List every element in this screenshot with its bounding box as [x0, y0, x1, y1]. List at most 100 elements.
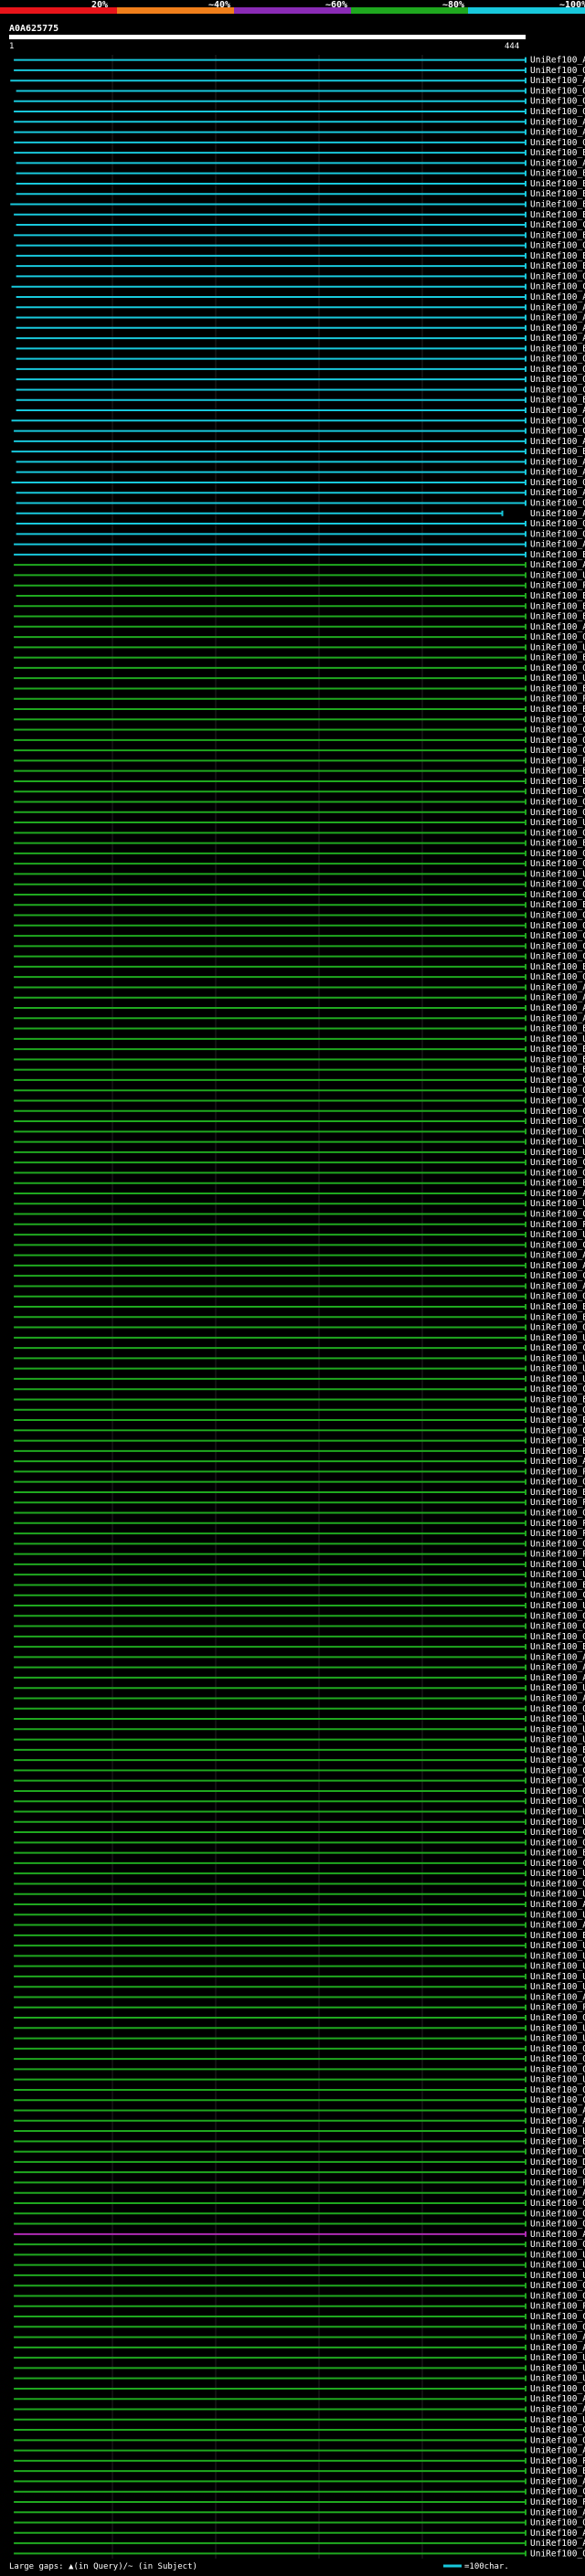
hit-label[interactable]: UniRef100_UP1000... — [530, 2126, 585, 2136]
hit-label[interactable]: UniRef100_A6NE09 — [530, 1652, 585, 1662]
hit-label[interactable]: UniRef100_Q5ZX08 — [530, 1127, 585, 1137]
hit-label[interactable]: UniRef100_C4JYP8 — [530, 1240, 585, 1250]
hit-label[interactable]: UniRef100_B2CY77 — [530, 1394, 585, 1405]
hit-label[interactable]: UniRef100_UP1000... — [530, 1714, 585, 1724]
hit-label[interactable]: UniRef100_Q3R318 — [530, 2147, 585, 2157]
hit-label[interactable]: UniRef100_C1G3U2 — [530, 931, 585, 941]
hit-label[interactable]: UniRef100_UP1000... — [530, 642, 585, 652]
hit-label[interactable]: UniRef100_Q2L9X0 — [530, 1539, 585, 1549]
hit-label[interactable]: UniRef100_B4J658 — [530, 1312, 585, 1322]
hit-label[interactable]: UniRef100_C5FD74 — [530, 1271, 585, 1281]
hit-label[interactable]: UniRef100_Q6G2U6 — [530, 1509, 585, 1519]
hit-label[interactable]: UniRef100_UP1000... — [530, 1818, 585, 1828]
hit-label[interactable]: UniRef100_A9TDH1 — [530, 457, 585, 467]
hit-label[interactable]: UniRef100_Q72327 — [530, 880, 585, 890]
hit-label[interactable]: UniRef100_B3RPX6 — [530, 591, 585, 601]
hit-label[interactable]: UniRef100_Q4Q263 — [530, 2220, 585, 2230]
hit-label[interactable]: UniRef100_P14206 — [530, 1498, 585, 1508]
hit-label[interactable]: UniRef100_A2XMR6 — [530, 117, 585, 127]
hit-label[interactable]: UniRef100_B9R7N2 — [530, 396, 585, 406]
hit-label[interactable]: UniRef100_A3AIV8 — [530, 2230, 585, 2240]
hit-label[interactable]: UniRef100_A6ZSS6 — [530, 2539, 585, 2549]
hit-label[interactable]: UniRef100_B2Y1O3 — [530, 777, 585, 787]
hit-label[interactable]: UniRef100_Q6P5W0 — [530, 2044, 585, 2054]
hit-label[interactable]: UniRef100_UP1000... — [530, 2363, 585, 2373]
hit-label[interactable]: UniRef100_A8PZY0 — [530, 1900, 585, 1910]
hit-label[interactable]: UniRef100_UP1000... — [530, 1148, 585, 1158]
hit-label[interactable]: UniRef100_A9S925 — [530, 437, 585, 447]
hit-label[interactable]: UniRef100_A8QGM9 — [530, 1992, 585, 2002]
hit-label[interactable]: UniRef100_Q9VY54 — [530, 911, 585, 921]
hit-label[interactable]: UniRef100_Q8G3F6 — [530, 808, 585, 818]
hit-label[interactable]: UniRef100_B4G1D4 — [530, 148, 585, 158]
hit-label[interactable]: UniRef100_A8SS51 — [530, 2189, 585, 2199]
hit-label[interactable]: UniRef100_A9NV56 — [530, 323, 585, 334]
hit-label[interactable]: UniRef100_UP1000... — [530, 1982, 585, 1992]
hit-label[interactable]: UniRef100_C7ZG08 — [530, 1076, 585, 1086]
hit-label[interactable]: UniRef100_B7F1D3 — [530, 199, 585, 209]
hit-label[interactable]: UniRef100_Q4Z694 — [530, 1632, 585, 1642]
hit-label[interactable]: UniRef100_Q8G2H8 — [530, 1405, 585, 1415]
hit-label[interactable]: UniRef100_B9K1U7 — [530, 1415, 585, 1426]
hit-label[interactable]: UniRef100_Q4CQU0 — [530, 2209, 585, 2219]
hit-label[interactable]: UniRef100_C3UXH4 — [530, 1765, 585, 1776]
hit-label[interactable]: UniRef100_UP1000... — [530, 1972, 585, 1982]
hit-label[interactable]: UniRef100_B6G3G2 — [530, 1488, 585, 1498]
hit-label[interactable]: UniRef100_C4R1G0 — [530, 715, 585, 725]
hit-label[interactable]: UniRef100_UP1000... — [530, 2271, 585, 2281]
hit-label[interactable]: UniRef100_A9P801 — [530, 406, 585, 416]
hit-label[interactable]: UniRef100_Q0CQF6 — [530, 972, 585, 982]
hit-label[interactable]: UniRef100_UP1000... — [530, 1570, 585, 1580]
hit-label[interactable]: UniRef100_C5KLP3 — [530, 1828, 585, 1838]
hit-label[interactable]: UniRef100_Q7SC09 — [530, 2518, 585, 2528]
hit-label[interactable]: UniRef100_A4I5J9 — [530, 2507, 585, 2518]
hit-label[interactable]: UniRef100_Q6CJ04 — [530, 1292, 585, 1302]
hit-label[interactable]: UniRef100_UP1000... — [530, 570, 585, 580]
hit-label[interactable]: UniRef100_UP1000... — [530, 673, 585, 684]
hit-label[interactable]: UniRef100_UP1000... — [530, 2415, 585, 2425]
hit-label[interactable]: UniRef100_UP1000... — [530, 1683, 585, 1693]
hit-label[interactable]: UniRef100_B6TIC4 — [530, 251, 585, 261]
hit-label[interactable]: UniRef100_Q3ZM03 — [530, 828, 585, 838]
hit-label[interactable]: UniRef100_P38983 — [530, 1467, 585, 1477]
hit-label[interactable]: UniRef100_UP1000... — [530, 2261, 585, 2271]
hit-label[interactable]: UniRef100_B3L230 — [530, 1065, 585, 1076]
hit-label[interactable]: UniRef100_B1YMR2 — [530, 550, 585, 560]
hit-label[interactable]: UniRef100_A5KE24 — [530, 993, 585, 1003]
hit-label[interactable]: UniRef100_Q1QQU9 — [530, 97, 585, 107]
hit-label[interactable]: UniRef100_Q7RBT0 — [530, 1611, 585, 1621]
hit-label[interactable]: UniRef100_A0U9A2 — [530, 2106, 585, 2116]
hit-label[interactable]: UniRef100_B8FVP1 — [530, 1044, 585, 1055]
hit-label[interactable]: UniRef100_Q4P506 — [530, 1323, 585, 1333]
hit-label[interactable]: UniRef100_P26452 — [530, 1550, 585, 1560]
hit-label[interactable]: UniRef100_B5FXT6 — [530, 1447, 585, 1457]
hit-label[interactable]: UniRef100_UP1000... — [530, 1333, 585, 1343]
hit-label[interactable]: UniRef100_Q2V4D3 — [530, 271, 585, 281]
hit-label[interactable]: UniRef100_B8K6D3 — [530, 2466, 585, 2476]
hit-label[interactable]: UniRef100_P38979 — [530, 756, 585, 766]
hit-label[interactable]: UniRef100_B2V8Y2 — [530, 962, 585, 972]
hit-label[interactable]: UniRef100_Q9ZSR8 — [530, 355, 585, 365]
hit-label[interactable]: UniRef100_Q1G2N8 — [530, 2013, 585, 2023]
hit-label[interactable]: UniRef100_P38982 — [530, 1519, 585, 1529]
hit-label[interactable]: UniRef100_A5DZM6 — [530, 2528, 585, 2539]
hit-label[interactable]: UniRef100_Q5B8F8 — [530, 1086, 585, 1096]
hit-label[interactable]: UniRef100_B0DL74 — [530, 601, 585, 611]
hit-label[interactable]: UniRef100_UP1000... — [530, 1890, 585, 1900]
hit-label[interactable]: UniRef100_C5YSL2 — [530, 385, 585, 395]
hit-label[interactable]: UniRef100_P48ET0 — [530, 1220, 585, 1230]
hit-label[interactable]: UniRef100_C1GIP4 — [530, 941, 585, 951]
hit-label[interactable]: UniRef100_A2YN00 — [530, 76, 585, 86]
hit-label[interactable]: UniRef100_C5GKL1 — [530, 1426, 585, 1436]
hit-label[interactable]: UniRef100_A9P8B2 — [530, 302, 585, 313]
hit-label[interactable]: UniRef100_Q3GRE3 — [530, 736, 585, 746]
hit-label[interactable]: UniRef100_A7TEU3 — [530, 2405, 585, 2415]
hit-label[interactable]: UniRef100_C4K6E7 — [530, 1591, 585, 1601]
hit-label[interactable]: UniRef100_P42770 — [530, 2302, 585, 2312]
hit-label[interactable]: UniRef100_P32905 — [530, 2497, 585, 2507]
hit-label[interactable]: UniRef100_Q4U8U5 — [530, 2291, 585, 2301]
hit-label[interactable]: UniRef100_Q1E1R2 — [530, 921, 585, 931]
hit-label[interactable]: UniRef100_Q1QQU8 — [530, 107, 585, 117]
hit-label[interactable]: UniRef100_B6K522 — [530, 1580, 585, 1590]
hit-label[interactable]: UniRef100_B6H217 — [530, 1179, 585, 1189]
